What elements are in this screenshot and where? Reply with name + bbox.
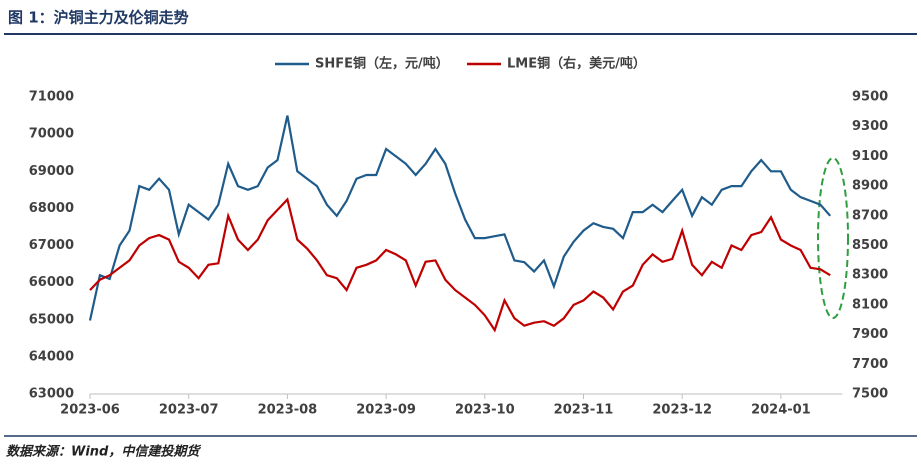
y2-tick-label: 8700 [852,208,888,223]
y-tick-label: 63000 [29,387,74,402]
y2-tick-label: 9100 [852,149,888,164]
series-line [88,115,832,321]
legend-label: LME铜（右，美元/吨） [507,56,646,72]
y2-tick-label: 9300 [852,119,888,134]
x-tick-label: 2023-12 [652,403,712,418]
x-tick-label: 2023-06 [60,403,120,418]
x-tick-label: 2023-09 [356,403,416,418]
y2-tick-label: 8100 [852,297,888,312]
y2-tick-label: 8900 [852,179,888,194]
y-tick-label: 70000 [29,127,74,142]
y-tick-label: 64000 [29,349,74,364]
y2-tick-label: 8500 [852,238,888,253]
y-tick-label: 65000 [29,312,74,327]
series-line [89,197,831,333]
y2-tick-label: 9500 [852,90,888,105]
x-tick-label: 2024-01 [751,403,811,418]
y2-tick-label: 7900 [852,327,888,342]
highlight-ellipse [817,157,849,319]
chart-title: 图 1：沪铜主力及伦铜走势 [8,9,189,27]
y-tick-label: 67000 [29,238,74,253]
x-tick-label: 2023-08 [258,403,318,418]
y-tick-label: 68000 [29,201,74,216]
y-tick-label: 69000 [29,164,74,179]
y-tick-label: 66000 [29,275,74,290]
legend-label: SHFE铜（左，元/吨） [315,56,449,72]
y2-tick-label: 8300 [852,268,888,283]
y2-tick-label: 7500 [852,387,888,402]
y-tick-label: 71000 [29,90,74,105]
y2-tick-label: 7700 [852,357,888,372]
x-tick-label: 2023-10 [455,403,515,418]
x-tick-label: 2023-11 [554,403,614,418]
x-tick-label: 2023-07 [159,403,219,418]
source-note: 数据来源：Wind，中信建投期货 [6,444,201,460]
